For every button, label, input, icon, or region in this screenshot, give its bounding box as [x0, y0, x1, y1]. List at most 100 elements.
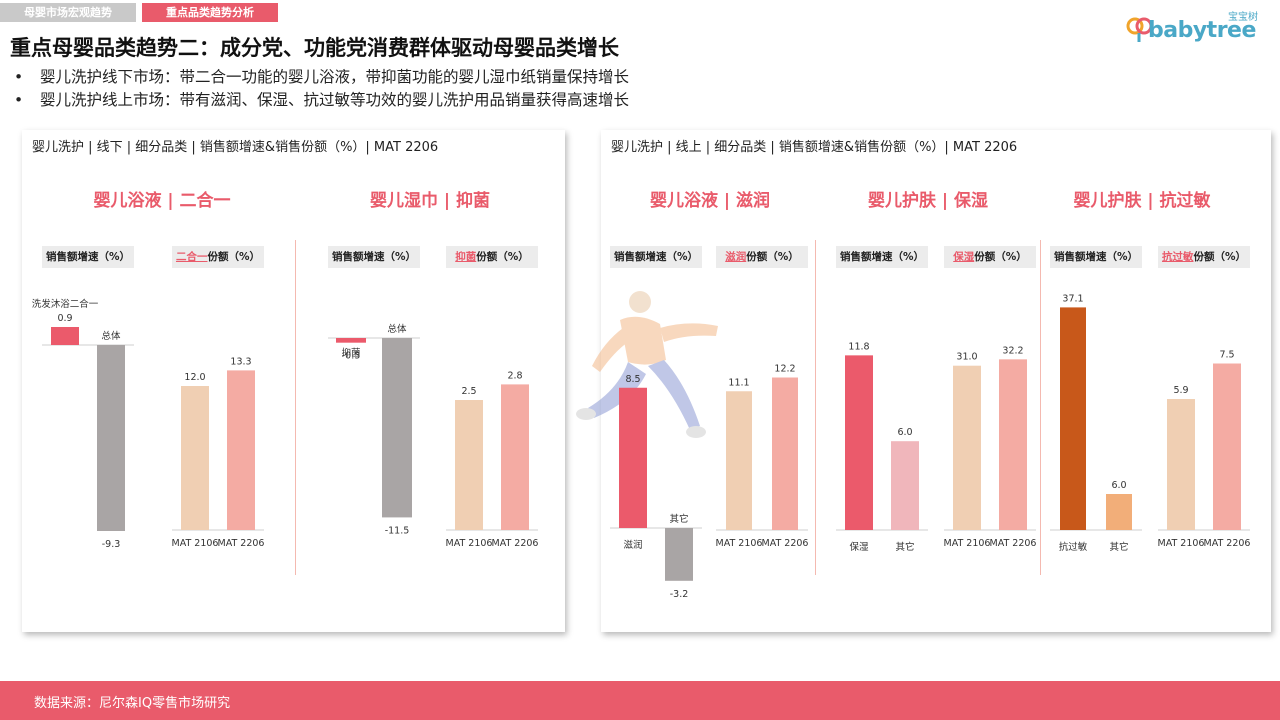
chart-3-category-label-1-0: MAT 2106 [944, 538, 991, 549]
chart-4-category-label-0-1: 其它 [1109, 541, 1128, 553]
chart-1-value-label-0-0: -0.3 [342, 351, 361, 362]
chart-2-title: 婴儿浴液 | 滋润 [649, 191, 771, 211]
chart-1-category-label-0-1: 总体 [387, 323, 407, 335]
chart-0-group-0-header-text: 销售额增速（%） [45, 251, 131, 263]
chart-4-value-label-0-1: 6.0 [1111, 480, 1126, 491]
chart-0-bar-0-1 [97, 345, 125, 531]
chart-2-group-1-header: 滋润份额（%） [716, 246, 808, 268]
chart-2-bar-1-1 [772, 377, 798, 530]
chart-0-value-label-0-0: 0.9 [57, 313, 72, 324]
chart-2-category-label-1-0: MAT 2106 [716, 538, 763, 549]
chart-0-group-0-header: 销售额增速（%） [42, 246, 134, 268]
chart-2-value-label-0-0: 8.5 [625, 374, 640, 385]
chart-2-category-label-0-1: 其它 [669, 513, 688, 525]
page-title: 重点母婴品类趋势二：成分党、功能党消费群体驱动母婴品类增长 [10, 36, 619, 60]
chart-1-group-1-header-highlight: 抑菌 [455, 251, 477, 263]
chart-3-group-0-header: 销售额增速（%） [836, 246, 928, 268]
chart-0-value-label-1-0: 12.0 [184, 372, 205, 383]
online-panel: 婴儿洗护 | 线上 | 细分品类 | 销售额增速&销售份额（%）| MAT 22… [601, 130, 1271, 632]
babytree-logo: 宝宝树 babytree [1126, 8, 1272, 44]
chart-4-category-label-1-1: MAT 2206 [1204, 538, 1251, 549]
chart-0-bar-1-0 [181, 386, 209, 530]
chart-1-group-1-header-text: 份额（%） [476, 251, 529, 263]
chart-3-divider [1040, 240, 1041, 575]
chart-3-value-label-1-0: 31.0 [956, 352, 977, 363]
chart-2-group-1-header-highlight: 滋润 [725, 251, 747, 263]
chart-0-category-label-0-0: 洗发沐浴二合一 [32, 298, 99, 310]
chart-4-bar-1-1 [1213, 363, 1241, 530]
chart-1-category-label-1-1: MAT 2206 [492, 538, 539, 549]
chart-0-category-label-1-0: MAT 2106 [172, 538, 219, 549]
chart-0-bar-0-0 [51, 327, 79, 345]
online-panel-title: 婴儿洗护 | 线上 | 细分品类 | 销售额增速&销售份额（%）| MAT 22… [611, 140, 1018, 155]
bullet-offline: • 婴儿洗护线下市场：带二合一功能的婴儿浴液，带抑菌功能的婴儿湿巾纸销量保持增长 [14, 68, 630, 86]
chart-3-value-label-0-0: 11.8 [848, 341, 869, 352]
tab-category-trends[interactable]: 重点品类趋势分析 [142, 3, 278, 22]
chart-4-group-0-header-text: 销售额增速（%） [1053, 251, 1139, 263]
chart-3-value-label-1-1: 32.2 [1002, 345, 1023, 356]
chart-1-category-label-0-0: 抑菌 [341, 347, 360, 359]
chart-0-group-1-header-highlight: 二合一 [175, 251, 208, 263]
logo-cn-text: 宝宝树 [1228, 12, 1258, 23]
data-source: 数据来源：尼尔森IQ零售市场研究 [34, 696, 231, 711]
footer: 数据来源：尼尔森IQ零售市场研究 [0, 681, 1280, 720]
chart-3-group-1-header-highlight: 保湿 [953, 251, 975, 263]
chart-2-value-label-1-0: 11.1 [728, 377, 749, 388]
chart-1-title: 婴儿湿巾 | 抑菌 [369, 191, 491, 211]
chart-4-value-label-1-1: 7.5 [1219, 350, 1234, 361]
tab-macro-trends[interactable]: 母婴市场宏观趋势 [0, 3, 136, 22]
chart-4-group-0-header: 销售额增速（%） [1050, 246, 1142, 268]
chart-0-group-1-header: 二合一份额（%） [172, 246, 264, 268]
chart-2-group-0-header-text: 销售额增速（%） [613, 251, 699, 263]
chart-4-bar-1-0 [1167, 399, 1195, 530]
chart-2-bar-0-0 [619, 387, 647, 528]
chart-4-group-1-header-highlight: 抗过敏 [1161, 251, 1194, 263]
chart-1-bar-0-1 [382, 338, 412, 518]
chart-3-group-0-header-text: 销售额增速（%） [839, 251, 925, 263]
chart-1-bar-1-1 [501, 384, 529, 530]
chart-4-title: 婴儿护肤 | 抗过敏 [1073, 191, 1211, 211]
chart-0-bar-1-1 [227, 370, 255, 530]
chart-4-group-1-header: 抗过敏份额（%） [1158, 246, 1250, 268]
chart-3-category-label-0-0: 保湿 [849, 541, 869, 553]
chart-2-value-label-0-1: -3.2 [670, 589, 689, 600]
chart-0-divider [295, 240, 296, 575]
chart-0-category-label-1-1: MAT 2206 [218, 538, 265, 549]
chart-1-bar-0-0 [336, 338, 366, 343]
chart-0-group-1-header-text: 份额（%） [207, 251, 261, 263]
offline-panel-title: 婴儿洗护 | 线下 | 细分品类 | 销售额增速&销售份额（%）| MAT 22… [32, 140, 439, 155]
chart-3-bar-1-0 [953, 365, 981, 530]
chart-2-group-1-header-text: 份额（%） [746, 251, 799, 263]
chart-3-title: 婴儿护肤 | 保湿 [867, 191, 989, 211]
chart-4-value-label-1-0: 5.9 [1173, 385, 1188, 396]
chart-4-value-label-0-0: 37.1 [1062, 293, 1083, 304]
chart-2-group-0-header: 销售额增速（%） [610, 246, 702, 268]
chart-3-category-label-1-1: MAT 2206 [990, 538, 1037, 549]
chart-1-group-0-header-text: 销售额增速（%） [331, 251, 417, 263]
chart-3-value-label-0-1: 6.0 [897, 427, 912, 438]
chart-4-category-label-1-0: MAT 2106 [1158, 538, 1205, 549]
chart-4-group-1-header-text: 份额（%） [1193, 251, 1247, 263]
logo-text: babytree [1148, 18, 1256, 43]
chart-3-bar-0-1 [891, 441, 919, 530]
chart-4-bar-0-0 [1060, 307, 1086, 530]
chart-2-category-label-1-1: MAT 2206 [762, 538, 809, 549]
chart-3-group-1-header: 保湿份额（%） [944, 246, 1036, 268]
chart-1-category-label-1-0: MAT 2106 [446, 538, 493, 549]
chart-1-group-0-header: 销售额增速（%） [328, 246, 420, 268]
chart-3-bar-1-1 [999, 359, 1027, 530]
chart-1-group-1-header: 抑菌份额（%） [446, 246, 538, 268]
runner-illustration [576, 291, 718, 438]
chart-0-category-label-0-1: 总体 [101, 330, 121, 342]
chart-4-category-label-0-0: 抗过敏 [1059, 541, 1088, 553]
chart-2-bar-1-0 [726, 391, 752, 530]
chart-2-category-label-0-0: 滋润 [623, 539, 642, 551]
chart-3-category-label-0-1: 其它 [895, 541, 914, 553]
chart-1-bar-1-0 [455, 400, 483, 530]
bullet-online: • 婴儿洗护线上市场：带有滋润、保湿、抗过敏等功效的婴儿洗护用品销量获得高速增长 [14, 91, 630, 109]
chart-0-value-label-1-1: 13.3 [230, 356, 251, 367]
chart-3-group-1-header-text: 份额（%） [974, 251, 1027, 263]
chart-2-bar-0-1 [665, 528, 693, 581]
chart-2-value-label-1-1: 12.2 [774, 364, 795, 375]
